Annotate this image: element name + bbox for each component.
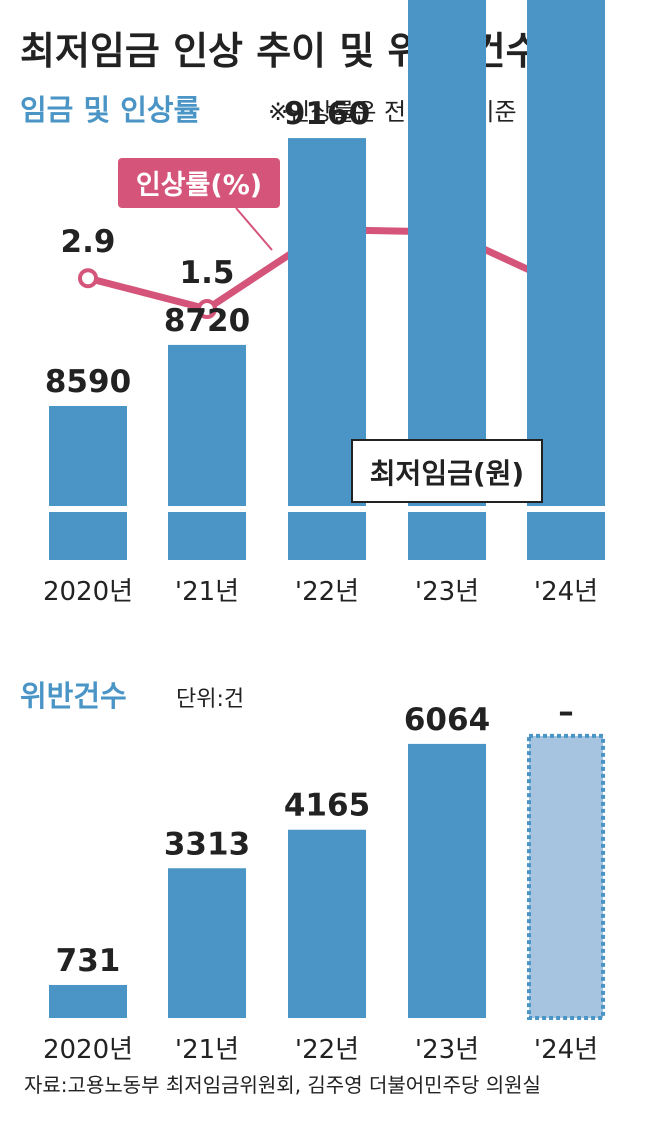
wage-bar (168, 344, 246, 560)
wage-bar-chart: 85902020년8720'21년9160'22년9620'23년9680'24… (43, 0, 606, 607)
wage-category-label: '24년 (534, 577, 598, 607)
wage-data-label: 8720 (164, 303, 250, 339)
wage-legend: 최저임금(원) (351, 439, 543, 503)
violation-category-label: '21년 (175, 1035, 239, 1065)
violation-data-label: – (558, 694, 574, 730)
section2-unit: 단위:건 (176, 687, 244, 712)
rate-legend: 인상률(%) (118, 158, 280, 208)
rate-legend-pointer (235, 207, 273, 251)
rate-point (197, 299, 217, 319)
violation-category-label: '23년 (415, 1035, 479, 1065)
violation-category-label: '24년 (534, 1035, 598, 1065)
rate-legend-label: 인상률(%) (136, 170, 262, 201)
wage-bar (49, 406, 127, 560)
violation-category-label: 2020년 (43, 1035, 133, 1065)
violation-bar (288, 829, 366, 1018)
axis-break-gap (48, 506, 128, 512)
violation-bar (408, 743, 486, 1018)
violation-category-label: '22년 (295, 1035, 359, 1065)
wage-legend-box (351, 439, 543, 503)
violation-bar-chart: 731 2020년 3313 '21년 4165 '22년 6064 '23년 – '24년 (43, 694, 605, 1065)
wage-data-label: 8590 (45, 364, 131, 400)
rate-legend-box (118, 158, 280, 208)
axis-break-gap (167, 506, 247, 512)
rate-data-label: 1.5 (180, 255, 235, 291)
wage-legend-label: 최저임금(원) (370, 457, 524, 490)
section2-heading: 위반건수 (20, 679, 127, 713)
axis-break-gap (407, 506, 487, 512)
axis-break-gap (287, 506, 367, 512)
violation-bar (49, 984, 127, 1018)
rate-data-label: 2.9 (61, 224, 116, 260)
wage-category-label: '23년 (415, 577, 479, 607)
violation-data-label: 3313 (164, 826, 250, 862)
wage-category-label: '22년 (295, 577, 359, 607)
violation-bar-placeholder (527, 733, 605, 1021)
wage-category-label: '21년 (175, 577, 239, 607)
section1-heading: 임금 및 인상률 (20, 93, 200, 127)
violation-data-label: 731 (56, 943, 121, 979)
rate-point (78, 268, 98, 289)
source-note: 자료:고용노동부 최저임금위원회, 김주영 더불어민주당 의원실 (24, 1073, 541, 1097)
wage-data-label: 9160 (284, 96, 370, 132)
axis-break-gap (526, 506, 606, 512)
violation-data-label: 6064 (404, 702, 490, 738)
violation-data-label: 4165 (284, 788, 370, 824)
violation-bar (168, 868, 246, 1018)
wage-category-label: 2020년 (43, 577, 133, 607)
